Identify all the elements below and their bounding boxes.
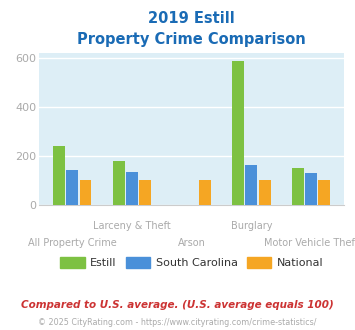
- Text: Larceny & Theft: Larceny & Theft: [93, 221, 171, 231]
- Bar: [53, 146, 65, 205]
- Bar: [259, 180, 271, 205]
- Text: Arson: Arson: [178, 238, 206, 248]
- Title: 2019 Estill
Property Crime Comparison: 2019 Estill Property Crime Comparison: [77, 12, 306, 48]
- Legend: Estill, South Carolina, National: Estill, South Carolina, National: [56, 253, 328, 273]
- Bar: [232, 61, 244, 205]
- Text: Compared to U.S. average. (U.S. average equals 100): Compared to U.S. average. (U.S. average …: [21, 300, 334, 310]
- Bar: [199, 180, 211, 205]
- Bar: [66, 170, 78, 205]
- Text: © 2025 CityRating.com - https://www.cityrating.com/crime-statistics/: © 2025 CityRating.com - https://www.city…: [38, 318, 317, 327]
- Bar: [113, 161, 125, 205]
- Bar: [139, 180, 151, 205]
- Bar: [305, 173, 317, 205]
- Bar: [292, 168, 304, 205]
- Text: Burglary: Burglary: [231, 221, 272, 231]
- Bar: [80, 180, 92, 205]
- Text: Motor Vehicle Theft: Motor Vehicle Theft: [264, 238, 355, 248]
- Bar: [245, 165, 257, 205]
- Text: All Property Crime: All Property Crime: [28, 238, 116, 248]
- Bar: [126, 172, 138, 205]
- Bar: [318, 180, 331, 205]
